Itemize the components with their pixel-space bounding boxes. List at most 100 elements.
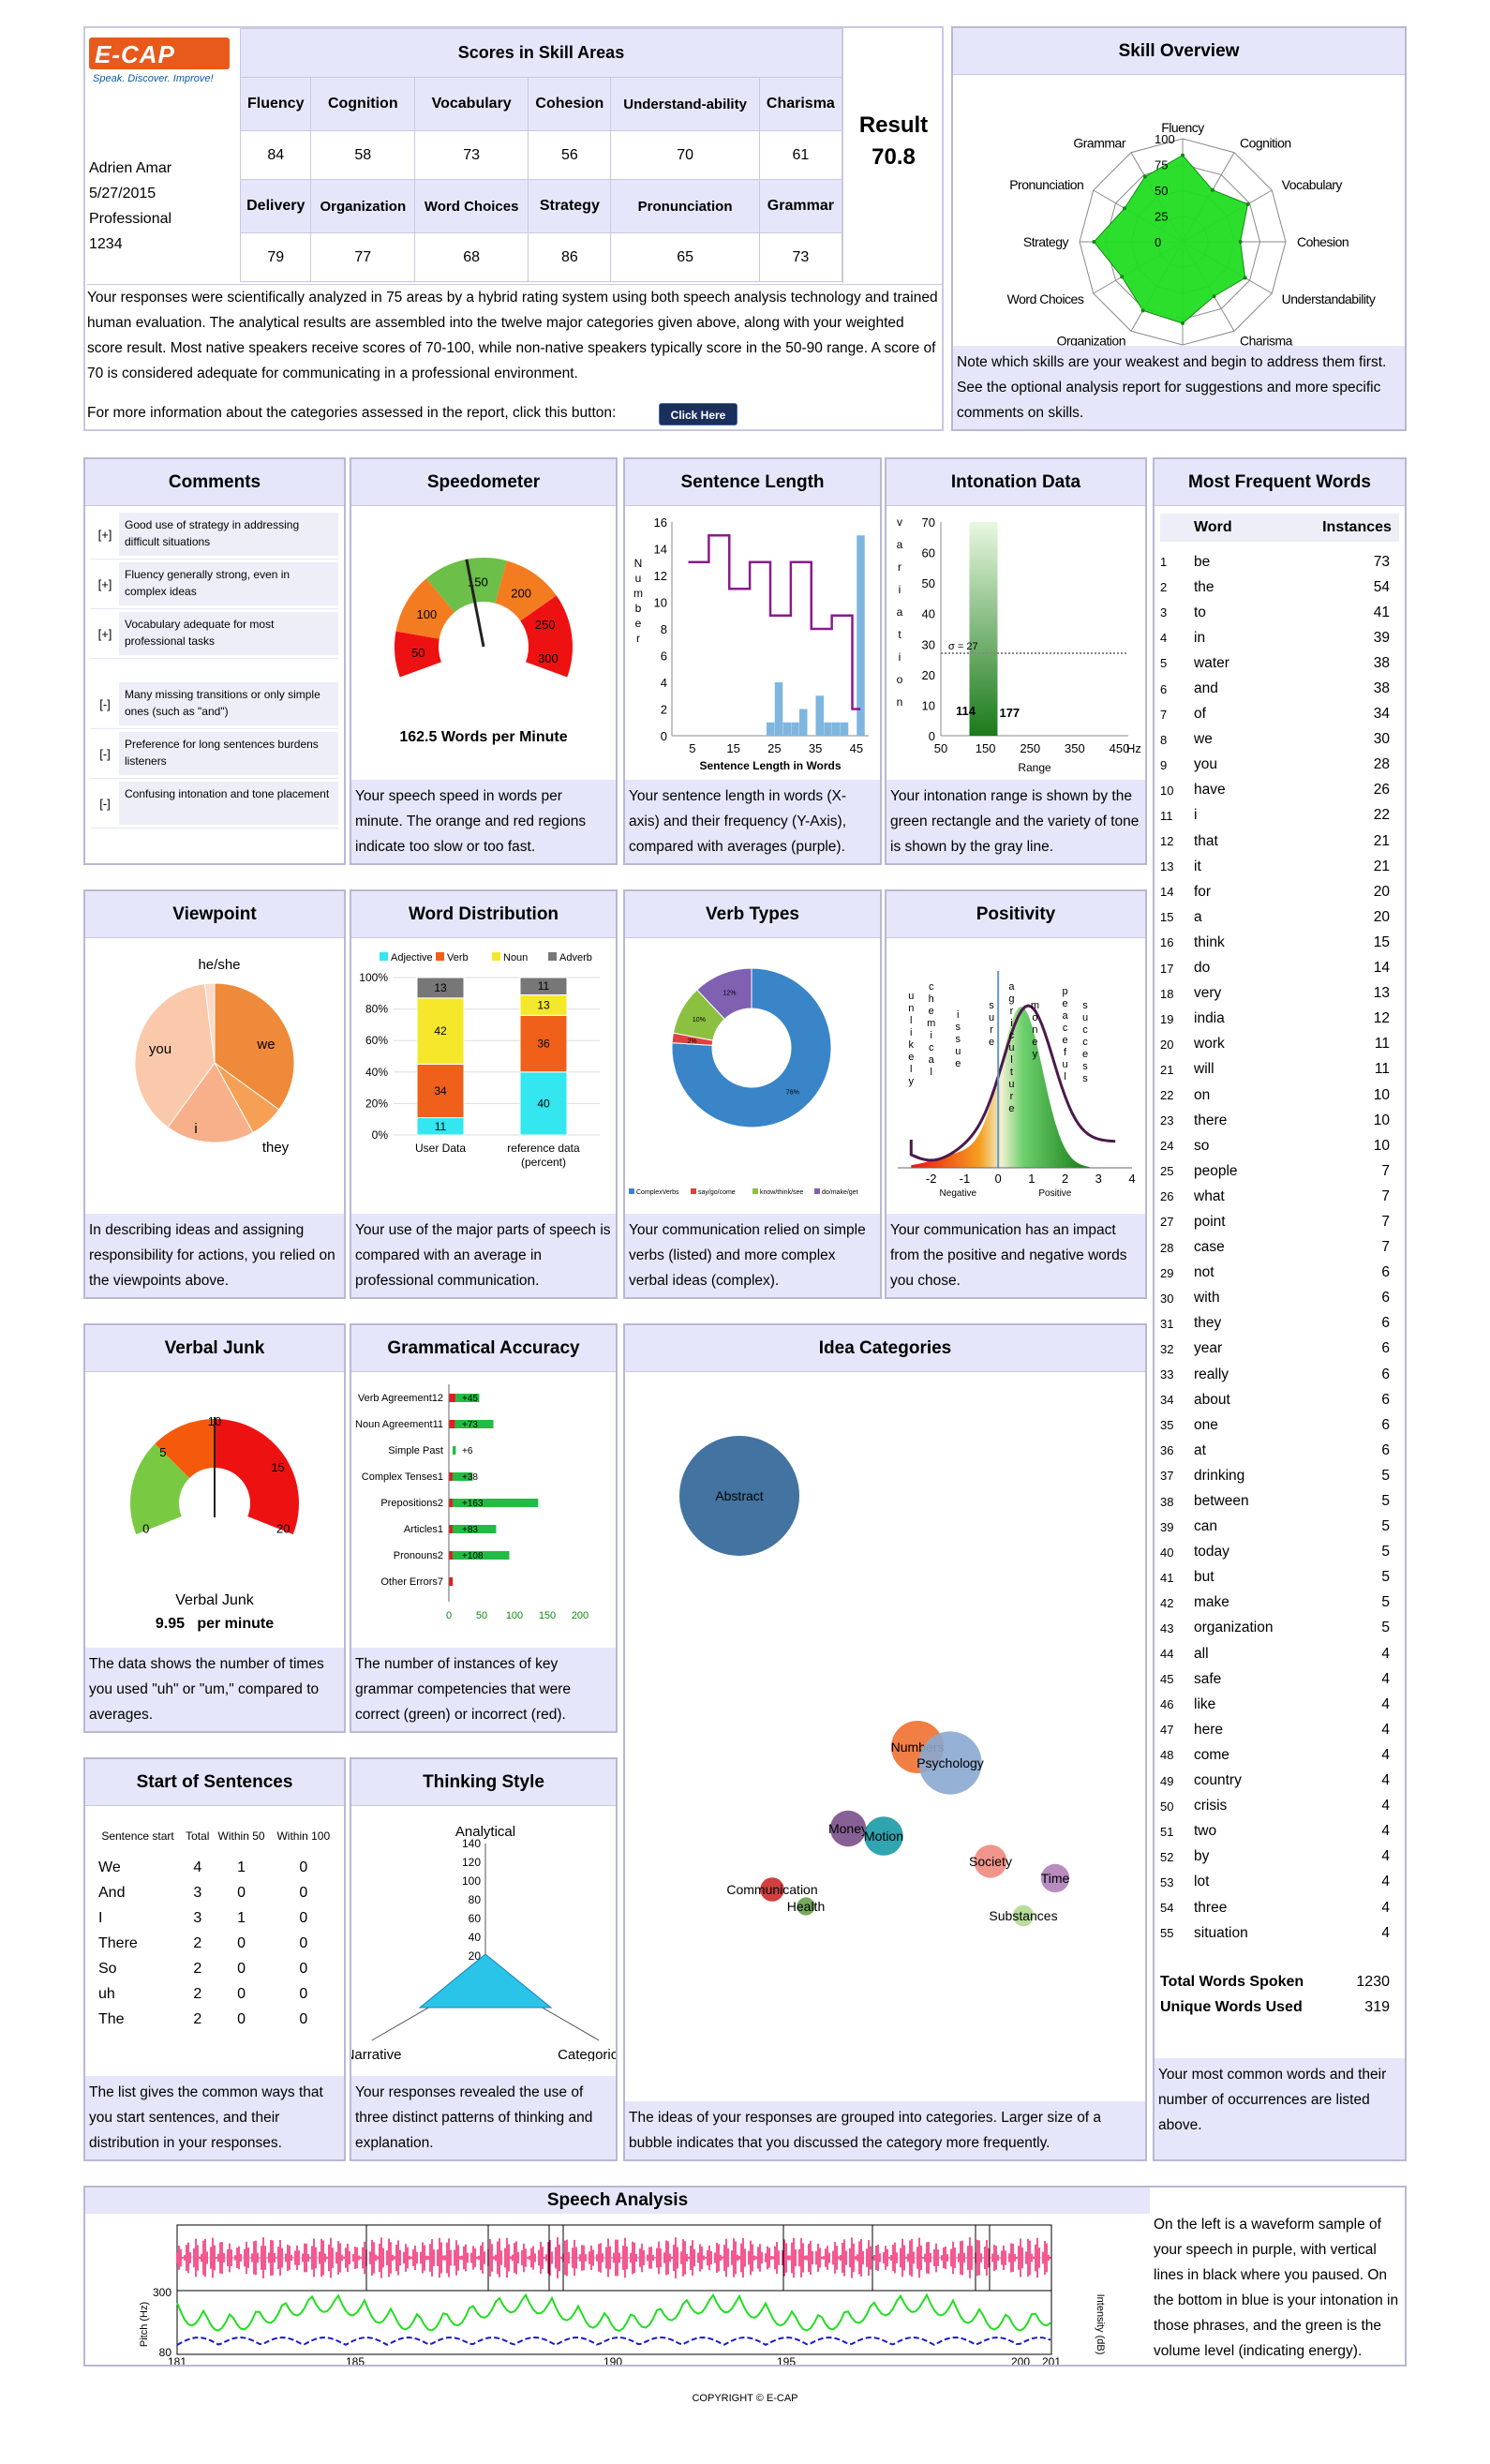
- bar: [799, 709, 808, 736]
- positivity-word: c: [1082, 1024, 1088, 1036]
- radar-axis-label: Word Choices: [1007, 291, 1084, 306]
- range-high: 177: [999, 706, 1020, 720]
- stacked-bar: [519, 977, 568, 995]
- legend-label: ComplexVerbs: [636, 1189, 679, 1196]
- y-axis-label: N: [634, 557, 643, 570]
- neg-label: Negative: [940, 1188, 977, 1199]
- intonation-chart: σ = 27 114 177 0 10 20 30 40 50 60 70 50 150 250 350 45…: [897, 515, 1141, 774]
- pie-slice: [134, 983, 216, 1128]
- y-axis-label: e: [635, 617, 642, 630]
- comment-sign: [+]: [97, 576, 112, 591]
- positivity-word: c: [929, 981, 934, 993]
- word-distribution-panel: Word Distribution Adjective Verb Noun Adver…: [350, 889, 618, 1299]
- header-panel: E-CAP Speak. Discover. Improve! Adrien A…: [83, 26, 944, 431]
- gauge-tick: 300: [538, 651, 559, 665]
- positivity-word: s: [1082, 1061, 1088, 1072]
- word-count: 6: [1381, 1264, 1390, 1281]
- slice-label: 2%: [687, 1038, 696, 1045]
- word-rank: 26: [1160, 1189, 1174, 1204]
- legend-label: Adverb: [559, 952, 592, 963]
- word-rank: 23: [1160, 1113, 1174, 1128]
- gauge-tick: 100: [417, 607, 438, 621]
- word-rank: 44: [1160, 1647, 1174, 1662]
- skill-score: 61: [758, 130, 843, 180]
- word-row: 5 water 38: [1160, 650, 1399, 676]
- x-tick: 195: [777, 2355, 796, 2366]
- word-count: 10: [1373, 1112, 1390, 1128]
- positivity-word: e: [1082, 1049, 1088, 1060]
- verb-types-donut: 76% 2% 10% 12% ComplexVerbs say/go/come know/t…: [629, 967, 858, 1196]
- donut-slice: [671, 967, 832, 1128]
- radar-point: [1243, 276, 1247, 280]
- slice-label: 10%: [693, 1017, 706, 1023]
- click-here-button[interactable]: Click Here: [659, 403, 738, 426]
- bar-label: 13: [434, 981, 447, 994]
- positivity-panel: Positivity -2 -1 0 1 2 3 4 Negative Positive u n l i…: [885, 889, 1147, 1299]
- y-tick: 40: [922, 607, 935, 621]
- word-row: 31 they 6: [1160, 1311, 1399, 1337]
- radar-point: [1212, 294, 1216, 299]
- word-row: 38 between 5: [1160, 1488, 1399, 1514]
- table-cell: We: [98, 1859, 121, 1875]
- idea-label: Psychology: [916, 1755, 984, 1770]
- word-rank: 32: [1160, 1341, 1174, 1356]
- scores-table: Scores in Skill Areas Fluency Cognition …: [239, 28, 843, 282]
- slice-label: 76%: [786, 1090, 799, 1097]
- word-count: 6: [1381, 1416, 1390, 1433]
- skill-name: Cohesion: [528, 77, 612, 131]
- bar-label: 13: [537, 998, 550, 1011]
- positivity-word: k: [909, 1039, 915, 1051]
- word-row: 25 people 7: [1160, 1158, 1399, 1184]
- table-header-cell: Total: [186, 1829, 210, 1843]
- word: i: [1194, 807, 1198, 824]
- radar-tick: 100: [1155, 132, 1175, 146]
- gauge-tick: 250: [535, 618, 556, 632]
- gauge-tick: 200: [511, 587, 531, 601]
- y-axis-label: v: [897, 515, 902, 529]
- y-tick: 16: [654, 515, 667, 530]
- skill-score: 77: [310, 232, 416, 282]
- positivity-word: h: [929, 993, 934, 1005]
- y-tick: 60%: [365, 1034, 388, 1047]
- gauge-tick: 15: [271, 1460, 284, 1474]
- legend-swatch: [492, 952, 500, 961]
- table-cell: 0: [299, 1859, 308, 1875]
- word-row: 53 lot 4: [1160, 1870, 1399, 1895]
- word-count: 21: [1373, 858, 1390, 874]
- table-cell: 2: [193, 2010, 202, 2027]
- grammar-panel: Grammatical Accuracy Verb Agreement12 +45…: [350, 1323, 618, 1733]
- word-rank: 18: [1160, 986, 1174, 1001]
- skill-name: Cognition: [310, 77, 416, 131]
- skill-score: 65: [610, 232, 760, 282]
- incorrect-bar: [449, 1394, 456, 1402]
- y-tick: 20%: [365, 1097, 388, 1110]
- total-words: Total Words Spoken 1230: [1160, 1974, 1399, 1991]
- word-row: 4 in 39: [1160, 625, 1399, 650]
- table-cell: And: [98, 1884, 126, 1901]
- word-count: 54: [1373, 578, 1390, 595]
- word-rank: 29: [1160, 1265, 1174, 1280]
- word-distribution-title: Word Distribution: [351, 891, 616, 938]
- positivity-word: i: [1010, 1018, 1012, 1029]
- positivity-word: c: [1063, 1023, 1068, 1034]
- word-row: 52 by 4: [1160, 1844, 1399, 1870]
- pie-label: we: [256, 1037, 275, 1053]
- y-axis-label: n: [897, 695, 903, 709]
- incorrect-bar: [449, 1551, 453, 1560]
- word: of: [1194, 706, 1206, 723]
- intonation-title: Intonation Data: [887, 459, 1145, 506]
- table-row: I 3 1 0: [93, 1905, 336, 1931]
- idea-label: Time: [1041, 1871, 1070, 1886]
- incorrect-bar: [449, 1577, 454, 1586]
- table-cell: 2: [193, 1934, 202, 1951]
- word: one: [1194, 1416, 1218, 1433]
- incorrect-bar: [449, 1472, 453, 1481]
- word-row: 28 case 7: [1160, 1235, 1399, 1261]
- range-low: 114: [956, 704, 976, 718]
- speedometer-caption: Your speech speed in words per minute. T…: [351, 780, 616, 863]
- word: situation: [1194, 1924, 1248, 1941]
- word-rank: 43: [1160, 1620, 1174, 1635]
- positivity-word: u: [1008, 1042, 1014, 1053]
- positivity-word: e: [1008, 1103, 1014, 1114]
- table-header-cell: Sentence start: [101, 1829, 174, 1843]
